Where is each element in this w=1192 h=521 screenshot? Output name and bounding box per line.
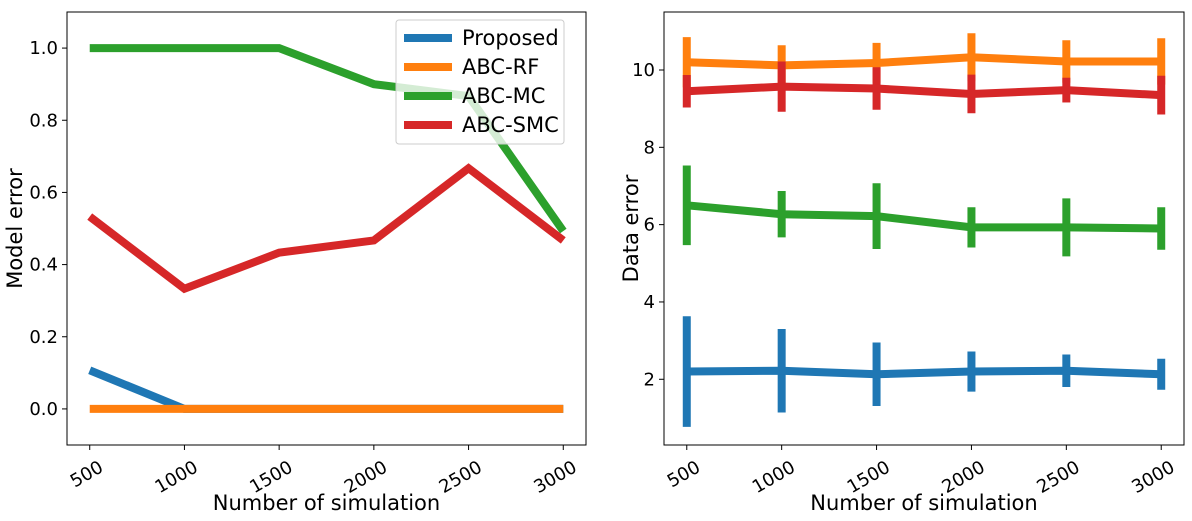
- y-tick-label: 0.2: [29, 327, 58, 348]
- series-line: [686, 53, 1162, 70]
- y-axis-label: Model error: [3, 168, 27, 289]
- y-tick-label: 8: [644, 137, 655, 158]
- y-tick-label: 4: [644, 292, 655, 313]
- x-axis-label: Number of simulation: [810, 491, 1037, 515]
- plot-frame: [663, 11, 1185, 446]
- x-axis-label: Number of simulation: [213, 491, 440, 515]
- x-tick-label: 2500: [436, 457, 486, 498]
- series-line: [686, 366, 1162, 379]
- y-tick-label: 0.6: [29, 182, 58, 203]
- y-tick-label: 0.8: [29, 110, 58, 131]
- legend-label: ABC-RF: [462, 55, 539, 79]
- x-tick-label: 1000: [749, 457, 799, 498]
- series-4: [682, 61, 1166, 115]
- series-line: [686, 201, 1162, 233]
- y-tick-label: 0.4: [29, 255, 58, 276]
- x-tick-label: 3000: [1128, 457, 1178, 498]
- plot-frame: [66, 11, 587, 446]
- series-line: [87, 163, 566, 294]
- chart-1: 500 1000 1500 2000 2500 30000.00.20.40.60.81.…: [3, 11, 587, 515]
- y-tick-label: 1.0: [29, 38, 58, 59]
- series-line: [88, 366, 564, 413]
- legend-label: ABC-SMC: [462, 113, 559, 137]
- series-2: [682, 33, 1166, 88]
- x-tick-label: 1000: [152, 457, 202, 498]
- x-tick-label: 2500: [1033, 457, 1083, 498]
- y-tick-label: 0.0: [29, 399, 58, 420]
- x-tick-label: 500: [664, 457, 704, 492]
- x-tick-label: 500: [67, 457, 107, 492]
- legend-label: Proposed: [462, 26, 559, 50]
- series-3: [682, 165, 1166, 257]
- y-tick-label: 10: [632, 60, 655, 81]
- y-axis-label: Data error: [619, 174, 643, 282]
- series-abc-smc: [87, 163, 566, 294]
- y-tick-label: 6: [644, 215, 655, 236]
- series-proposed: [88, 366, 564, 413]
- y-tick-label: 2: [644, 369, 655, 390]
- legend-label: ABC-MC: [462, 84, 545, 108]
- legend: Proposed ABC-RF ABC-MC ABC-SMC: [395, 19, 565, 145]
- x-tick-label: 3000: [530, 457, 580, 498]
- series-1: [682, 316, 1166, 427]
- legend-box: [395, 19, 565, 145]
- series-line: [686, 82, 1162, 100]
